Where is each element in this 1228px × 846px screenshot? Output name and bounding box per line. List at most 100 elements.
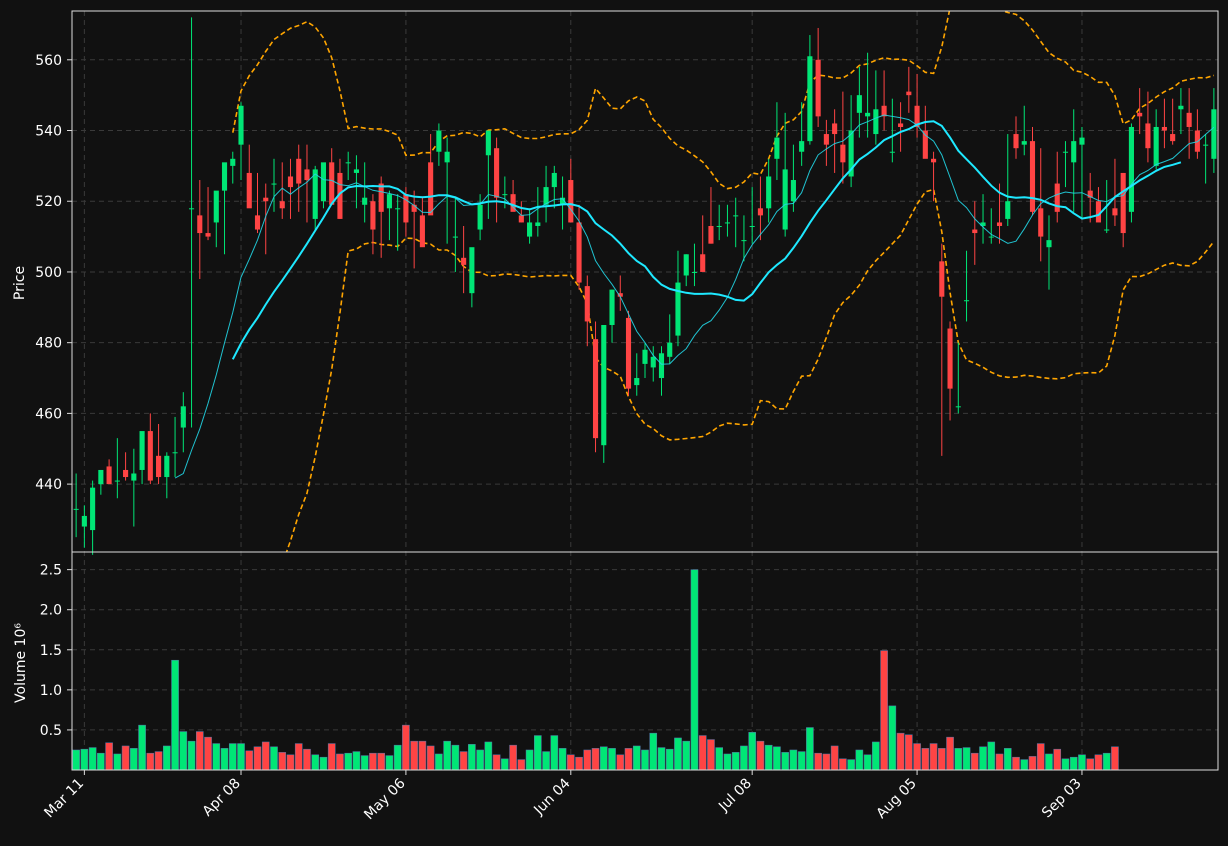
volume-bar [377, 752, 385, 771]
candle-body [337, 172, 343, 219]
candle-body [1178, 105, 1184, 110]
candle-body [494, 148, 500, 198]
price-axis-label: Price [12, 266, 28, 300]
volume-panel-frame [71, 551, 1219, 771]
volume-tick-label: 2.5 [40, 563, 62, 579]
candle-body [502, 194, 508, 196]
volume-bar [641, 749, 649, 771]
volume-bar [476, 749, 484, 771]
volume-bar [80, 748, 89, 771]
candle-body [304, 169, 310, 181]
volume-bar [773, 746, 781, 771]
volume-bar [154, 751, 163, 771]
candle-body [1079, 137, 1085, 145]
candle-body [362, 197, 368, 205]
volume-bar [657, 747, 666, 771]
candle-body [840, 144, 846, 163]
volume-bar [781, 752, 789, 771]
candle-body [568, 180, 574, 223]
price-tick-label: 560 [35, 53, 62, 69]
volume-bar [138, 724, 146, 771]
candle-body [832, 123, 838, 135]
volume-bar [1012, 756, 1020, 771]
candle-body [1153, 126, 1159, 166]
volume-bar [938, 748, 946, 771]
volume-bar [591, 748, 600, 771]
volume-bar [855, 749, 864, 771]
volume-bar [1045, 753, 1053, 771]
volume-tick-label: 2.0 [40, 603, 62, 619]
candle-body [1104, 229, 1110, 231]
candle-body [469, 247, 475, 294]
volume-bar [492, 754, 501, 771]
volume-bar [237, 743, 245, 771]
candle-body [1186, 112, 1192, 127]
candle-body [700, 254, 706, 272]
candle-body [865, 112, 871, 117]
volume-bar [979, 746, 987, 771]
candle-body [263, 197, 269, 202]
candle-body [609, 289, 615, 325]
candle-body [807, 56, 813, 142]
candle-body [419, 215, 425, 248]
candle-body [213, 190, 219, 223]
volume-bar [385, 755, 394, 771]
candle-body [634, 378, 640, 386]
candle-body [1095, 201, 1102, 223]
volume-bar [599, 746, 608, 771]
candle-body [403, 194, 409, 223]
candle-body [988, 236, 994, 238]
volume-bar [822, 753, 831, 771]
candle-body [329, 162, 335, 205]
candle-body [172, 452, 178, 454]
volume-bar [665, 748, 674, 771]
price-tick-label: 540 [35, 124, 62, 140]
candle-body [931, 158, 937, 163]
candle-body [906, 91, 912, 96]
volume-bar [764, 744, 773, 771]
price-tick-label: 520 [35, 194, 62, 210]
volume-bar [1003, 748, 1012, 771]
candle-body [345, 162, 351, 164]
candle-body [1013, 134, 1019, 149]
volume-bar [682, 740, 691, 771]
volume-bar [913, 743, 921, 771]
volume-bar [163, 745, 171, 771]
volume-bar [970, 752, 979, 771]
price-tick-label: 440 [35, 477, 62, 493]
volume-bar [847, 759, 855, 771]
volume-bar [410, 740, 418, 771]
candle-body [254, 215, 261, 230]
candle-body [1170, 134, 1176, 142]
candle-body [180, 406, 186, 428]
volume-bar [962, 747, 971, 771]
candle-body [123, 469, 129, 478]
volume-bar [896, 732, 905, 771]
candle-body [856, 95, 862, 113]
candle-body [551, 172, 557, 188]
volume-bar [534, 735, 542, 771]
candle-body [139, 431, 145, 470]
volume-bar [698, 735, 707, 771]
volume-bar [220, 748, 229, 771]
candle-body [823, 134, 829, 145]
volume-bar [1061, 758, 1070, 771]
volume-bar [921, 748, 930, 771]
candle-body [527, 222, 533, 237]
volume-bar [1078, 754, 1086, 771]
candle-body [114, 480, 120, 482]
moving-averages [174, 114, 1215, 479]
volume-bar [443, 740, 451, 771]
volume-bar [97, 752, 105, 771]
candle-body [485, 130, 491, 156]
volume-bar [294, 743, 303, 771]
candle-body [230, 158, 236, 166]
volume-bar [418, 740, 427, 771]
candle-body [592, 339, 599, 439]
candle-body [559, 197, 566, 205]
volume-bar [336, 753, 344, 771]
candle-body [1054, 183, 1060, 212]
candle-body [1120, 172, 1126, 234]
